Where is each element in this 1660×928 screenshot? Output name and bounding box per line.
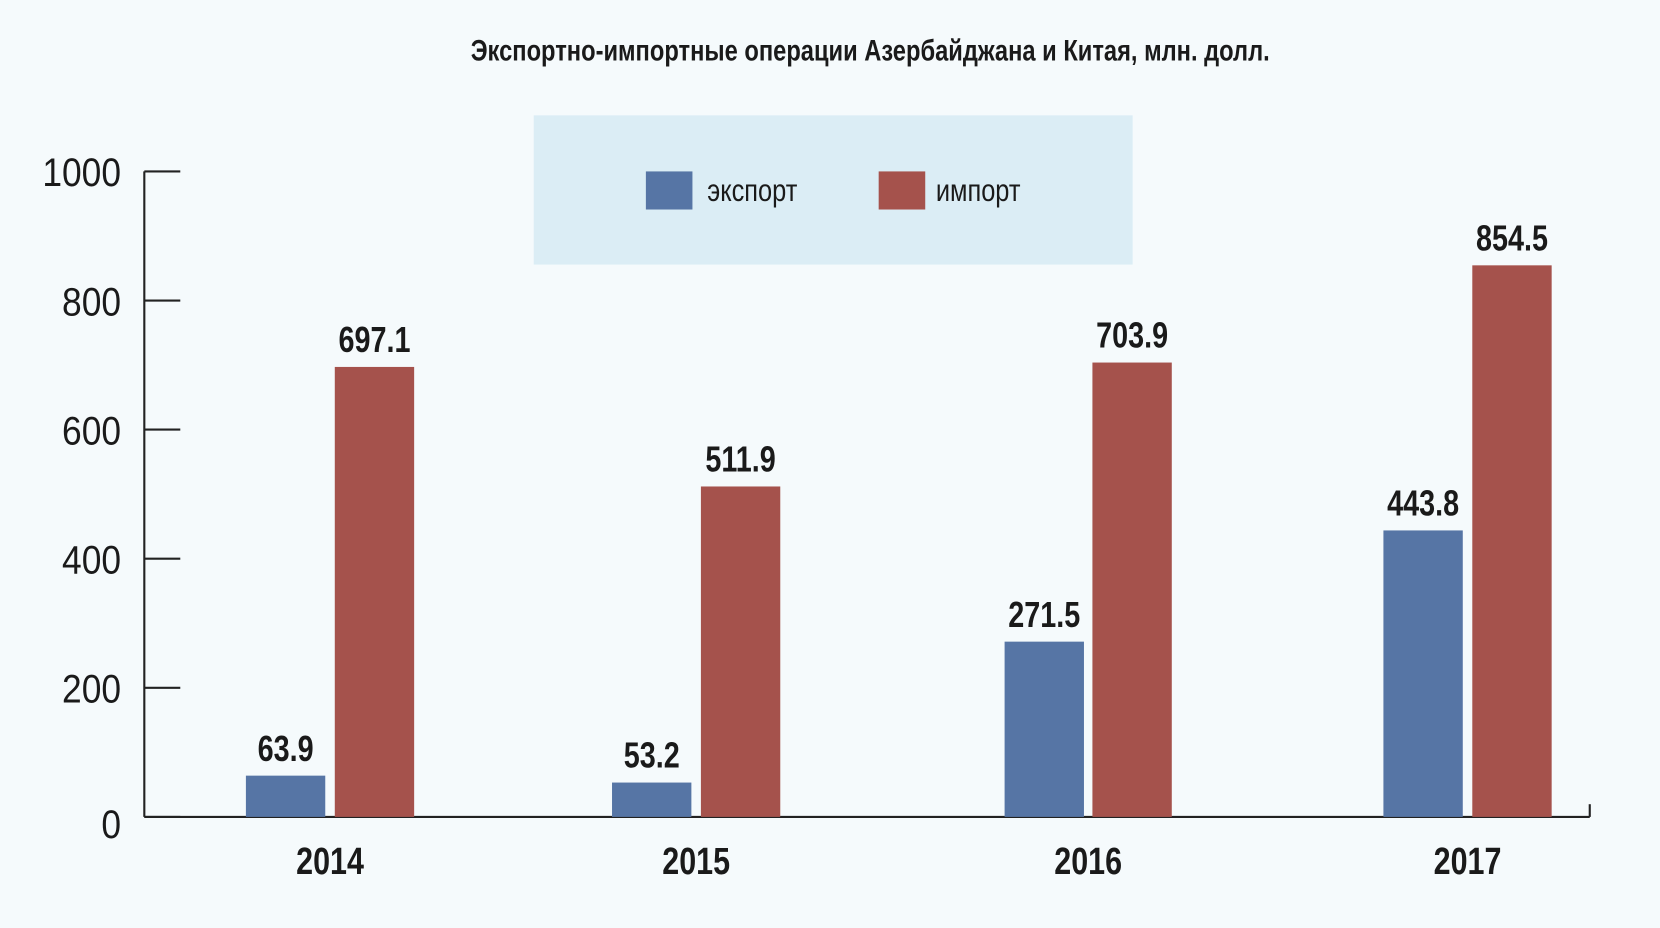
data-label: 63.9 — [258, 729, 314, 769]
data-label: 511.9 — [705, 440, 775, 480]
chart-title: Экспортно-импортные операции Азербайджан… — [471, 34, 1270, 67]
x-tick-label: 2015 — [662, 841, 730, 883]
x-tick-label: 2016 — [1054, 841, 1122, 883]
bar-export-2014 — [245, 775, 326, 817]
y-tick-label: 800 — [62, 280, 121, 325]
legend-label-export: экспорт — [707, 173, 797, 208]
bar-export-2017 — [1383, 530, 1463, 817]
legend-swatch-import — [878, 171, 926, 210]
data-label: 854.5 — [1476, 218, 1548, 258]
x-tick-label: 2017 — [1434, 841, 1502, 883]
x-tick-label: 2014 — [296, 841, 364, 883]
data-label: 443.8 — [1387, 484, 1459, 524]
data-label: 53.2 — [624, 736, 680, 776]
y-tick-label: 200 — [62, 668, 121, 713]
legend — [533, 115, 1133, 265]
y-tick-label: 1000 — [42, 151, 121, 196]
bar-import-2014 — [334, 366, 415, 817]
y-tick-label: 400 — [62, 538, 121, 583]
bar-import-2017 — [1472, 265, 1552, 817]
bar-export-2015 — [612, 782, 692, 817]
data-label: 271.5 — [1008, 595, 1080, 635]
y-tick-label: 600 — [62, 409, 121, 454]
legend-label-import: импорт — [936, 173, 1021, 208]
legend-swatch-export — [645, 171, 693, 210]
y-tick-label: 0 — [101, 803, 121, 848]
data-label: 697.1 — [338, 320, 410, 360]
bar-export-2016 — [1004, 641, 1084, 817]
bar-import-2015 — [700, 486, 781, 817]
data-label: 703.9 — [1096, 316, 1168, 356]
bar-import-2016 — [1092, 362, 1172, 817]
